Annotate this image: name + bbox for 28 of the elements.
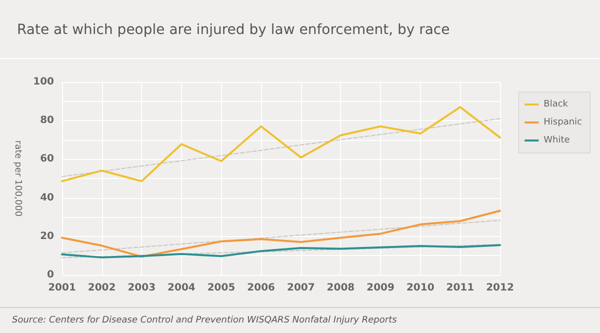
x-tick-label: 2001 [48, 282, 76, 294]
y-tick-label: 40 [40, 192, 54, 204]
x-tick-label: 2011 [446, 282, 474, 294]
line-series [61, 210, 501, 258]
x-tick-label: 2010 [406, 282, 434, 294]
x-tick-label: 2002 [88, 282, 116, 294]
x-tick-label: 2009 [366, 282, 394, 294]
x-tick-label: 2005 [207, 282, 236, 294]
legend-label: Black [544, 100, 569, 110]
y-tick-label: 20 [40, 230, 54, 242]
x-tick-label: 2006 [247, 282, 276, 294]
x-tick-label: 2003 [128, 282, 156, 294]
line-series [62, 118, 500, 178]
line-series [61, 106, 501, 182]
x-tick-label: 2007 [286, 282, 315, 294]
line-series [62, 220, 500, 254]
legend-label: White [544, 136, 570, 146]
y-tick-label: 80 [40, 115, 54, 126]
x-tick-label: 2004 [168, 282, 196, 294]
source-note: Source: Centers for Disease Control and Prevention WISQARS Nonfatal Injury Reports [12, 316, 398, 326]
y-tick-label: 100 [33, 76, 54, 88]
x-tick-label: 2012 [486, 282, 514, 294]
y-tick-label: 60 [40, 154, 54, 165]
x-tick-label: 2008 [326, 282, 355, 294]
legend-label: Hispanic [544, 118, 582, 128]
y-axis-title: rate per 100,000 [12, 140, 22, 217]
y-tick-label: 0 [47, 270, 54, 280]
chart-title: Rate at which people are injured by law enforcement, by race [17, 22, 450, 38]
